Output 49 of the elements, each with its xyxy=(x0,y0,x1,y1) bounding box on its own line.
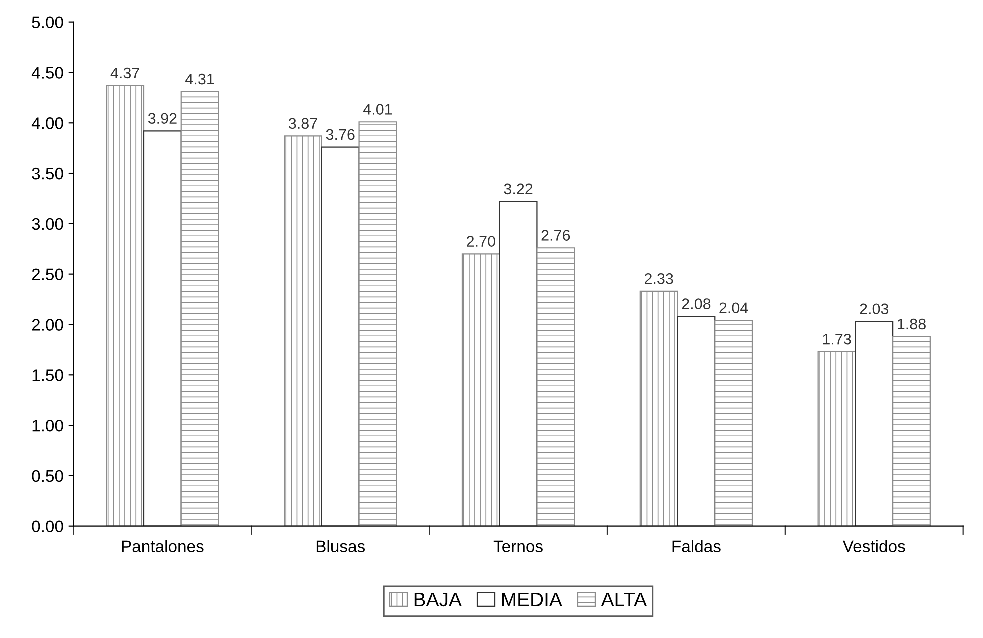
data-label: 3.87 xyxy=(288,118,318,130)
bar xyxy=(892,336,931,526)
data-label: 2.03 xyxy=(860,304,889,315)
bar xyxy=(640,290,678,526)
y-tick-label: 2.50 xyxy=(32,268,64,281)
data-label: 3.76 xyxy=(326,129,355,140)
bar xyxy=(462,254,500,526)
bar xyxy=(536,248,576,526)
data-label: 2.76 xyxy=(542,230,570,241)
data-label: 2.04 xyxy=(720,302,748,314)
bar xyxy=(180,91,220,526)
data-label: 1.88 xyxy=(898,318,926,330)
y-tick-label: 4.50 xyxy=(32,67,64,79)
bar xyxy=(855,321,894,526)
x-tick-label: Vestidos xyxy=(842,540,906,552)
data-label: 4.31 xyxy=(186,74,214,85)
y-tick-label: 0.00 xyxy=(32,520,64,533)
data-label: 1.73 xyxy=(823,334,852,345)
y-tick-label: 2.00 xyxy=(32,319,64,331)
bar xyxy=(358,122,398,526)
y-tick-label: 3.50 xyxy=(32,168,64,180)
bar xyxy=(284,136,322,526)
y-tick-label: 5.00 xyxy=(32,16,64,29)
bar xyxy=(818,351,856,526)
y-tick-label: 3.00 xyxy=(32,218,64,230)
data-label: 4.01 xyxy=(363,104,392,115)
bar xyxy=(714,320,754,526)
data-label: 2.08 xyxy=(682,298,711,310)
bar xyxy=(321,146,360,526)
legend-label: ALTA xyxy=(601,593,648,606)
data-label: 4.37 xyxy=(110,68,140,79)
data-label: 3.92 xyxy=(148,113,177,124)
legend-label: BAJA xyxy=(414,593,462,607)
data-label: 2.33 xyxy=(644,273,674,284)
y-tick-label: 1.00 xyxy=(32,420,64,432)
legend-label: MEDIA xyxy=(502,593,562,606)
data-label: 3.22 xyxy=(504,184,533,195)
bar xyxy=(499,201,538,526)
y-tick-label: 1.50 xyxy=(32,370,64,382)
x-tick-label: Faldas xyxy=(672,540,721,552)
x-tick-label: Pantalones xyxy=(122,540,204,552)
data-label: 2.70 xyxy=(467,236,496,247)
bar xyxy=(106,85,145,526)
bar xyxy=(143,130,182,526)
x-tick-label: Blusas xyxy=(316,540,366,552)
x-tick-label: Ternos xyxy=(494,540,543,552)
y-tick-label: 4.00 xyxy=(32,118,64,130)
y-tick-label: 0.50 xyxy=(32,470,64,482)
bar xyxy=(677,316,716,526)
